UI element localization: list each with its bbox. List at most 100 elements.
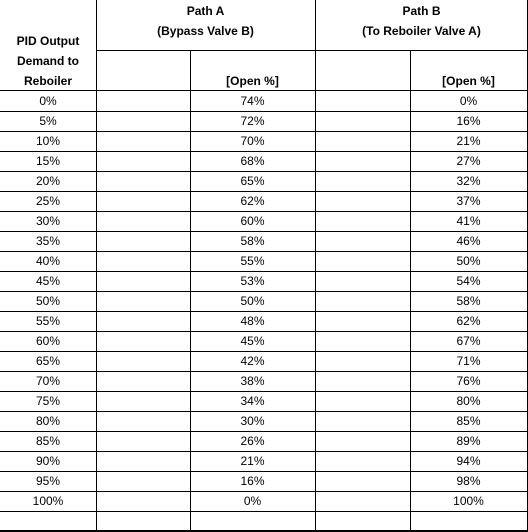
path-a-cell: 26%: [240, 434, 265, 448]
demand-cell: 60%: [35, 334, 61, 348]
path-a-cell: 70%: [240, 134, 265, 148]
path-a-cell: 0%: [243, 494, 262, 508]
grid-line: [0, 491, 528, 492]
grid-line: [190, 50, 191, 531]
path-a-cell: 60%: [240, 214, 265, 228]
grid-line: [0, 231, 528, 232]
grid-line: [315, 0, 316, 531]
path-a-cell: 72%: [240, 114, 265, 128]
path-b-unit-header: [Open %]: [442, 74, 495, 88]
path-b-cell: 16%: [456, 114, 481, 128]
path-b-cell: 27%: [456, 154, 481, 168]
path-a-subtitle: (Bypass Valve B): [157, 24, 254, 38]
demand-cell: 25%: [35, 194, 61, 208]
path-a-cell: 65%: [240, 174, 265, 188]
demand-cell: 95%: [35, 474, 61, 488]
path-b-cell: 94%: [456, 454, 481, 468]
demand-header-line3: Reboiler: [23, 74, 72, 88]
grid-line: [96, 0, 97, 531]
grid-line: [0, 251, 528, 252]
grid-line: [0, 291, 528, 292]
path-a-unit-header: [Open %]: [226, 74, 279, 88]
path-a-cell: 16%: [240, 474, 265, 488]
path-a-cell: 34%: [240, 394, 265, 408]
grid-line: [0, 331, 528, 332]
path-a-cell: 30%: [240, 414, 265, 428]
path-b-cell: 58%: [456, 294, 481, 308]
path-b-cell: 21%: [456, 134, 481, 148]
path-b-cell: 41%: [456, 214, 481, 228]
demand-header-line2: Demand to: [16, 54, 79, 68]
path-a-cell: 58%: [240, 234, 265, 248]
grid-line: [0, 311, 528, 312]
demand-cell: 30%: [35, 214, 61, 228]
path-b-cell: 50%: [456, 254, 481, 268]
demand-cell: 90%: [35, 454, 61, 468]
demand-cell: 80%: [35, 414, 61, 428]
path-a-cell: 38%: [240, 374, 265, 388]
path-b-cell: 54%: [456, 274, 481, 288]
demand-cell: 0%: [39, 94, 57, 108]
path-b-cell: 80%: [456, 394, 481, 408]
demand-cell: 35%: [35, 234, 61, 248]
grid-line: [0, 371, 528, 372]
path-b-cell: 98%: [456, 474, 481, 488]
grid-line: [0, 431, 528, 432]
path-b-cell: 62%: [456, 314, 481, 328]
grid-line: [0, 171, 528, 172]
grid-line: [0, 471, 528, 472]
path-a-cell: 53%: [240, 274, 265, 288]
demand-cell: 100%: [32, 494, 64, 508]
grid-line: [0, 511, 528, 512]
grid-line: [0, 411, 528, 412]
demand-cell: 75%: [35, 394, 61, 408]
path-b-cell: 67%: [456, 334, 481, 348]
path-a-cell: 55%: [240, 254, 265, 268]
grid-line: [0, 391, 528, 392]
path-a-cell: 62%: [240, 194, 265, 208]
grid-line: [0, 131, 528, 132]
path-b-cell: 76%: [456, 374, 481, 388]
grid-line: [0, 90, 528, 91]
path-b-cell: 71%: [456, 354, 481, 368]
path-b-cell: 46%: [456, 234, 481, 248]
path-a-cell: 74%: [240, 94, 265, 108]
path-b-subtitle: (To Reboiler Valve A): [362, 24, 481, 38]
demand-cell: 70%: [35, 374, 61, 388]
path-a-cell: 48%: [240, 314, 265, 328]
demand-cell: 85%: [35, 434, 61, 448]
path-a-title: Path A: [186, 4, 225, 18]
path-b-cell: 37%: [456, 194, 481, 208]
path-b-title: Path B: [402, 4, 441, 18]
path-a-cell: 21%: [240, 454, 265, 468]
demand-cell: 5%: [39, 114, 57, 128]
path-a-cell: 45%: [240, 334, 265, 348]
demand-cell: 50%: [35, 294, 61, 308]
path-a-cell: 42%: [240, 354, 265, 368]
grid-line: [0, 211, 528, 212]
path-a-cell: 50%: [240, 294, 265, 308]
grid-line: [0, 151, 528, 152]
path-b-cell: 32%: [456, 174, 481, 188]
path-b-cell: 0%: [459, 94, 478, 108]
path-b-cell: 85%: [456, 414, 481, 428]
grid-line: [0, 191, 528, 192]
grid-line: [96, 50, 528, 51]
demand-cell: 65%: [35, 354, 61, 368]
path-b-cell: 100%: [453, 494, 484, 508]
path-b-cell: 89%: [456, 434, 481, 448]
grid-line: [410, 50, 411, 531]
demand-cell: 10%: [35, 134, 61, 148]
demand-cell: 15%: [35, 154, 61, 168]
demand-cell: 45%: [35, 274, 61, 288]
grid-line: [0, 271, 528, 272]
grid-line: [0, 351, 528, 352]
demand-header-line1: PID Output: [16, 34, 80, 48]
grid-line: [0, 111, 528, 112]
grid-line: [0, 451, 528, 452]
demand-cell: 55%: [35, 314, 61, 328]
path-a-cell: 68%: [240, 154, 265, 168]
demand-cell: 40%: [35, 254, 61, 268]
demand-cell: 20%: [35, 174, 61, 188]
